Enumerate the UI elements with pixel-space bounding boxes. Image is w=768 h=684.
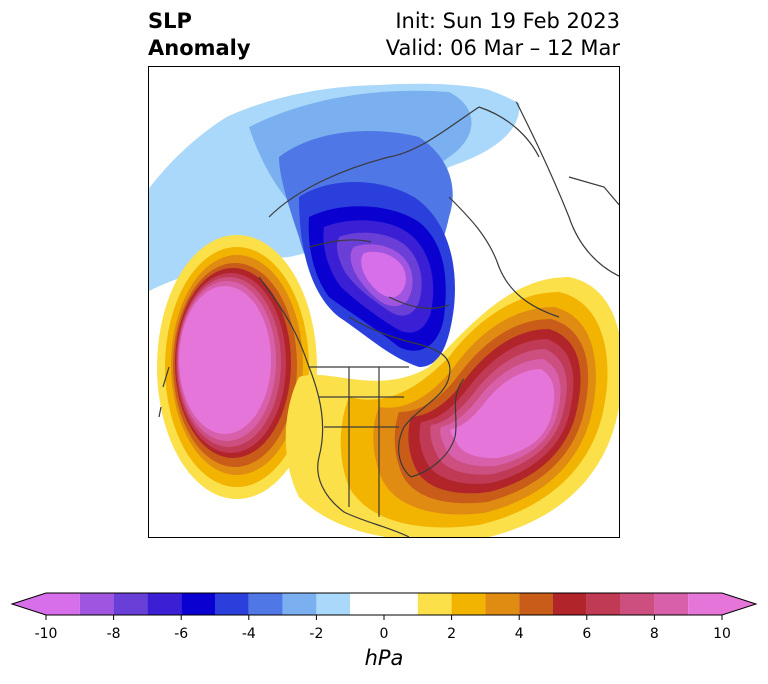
valid-range: Valid: 06 Mar – 12 Mar bbox=[385, 36, 620, 60]
colorbar-segment bbox=[519, 593, 553, 615]
colorbar-tick-label: -4 bbox=[241, 626, 256, 642]
colorbar-segment bbox=[46, 593, 80, 615]
north-pacific-high-anomaly bbox=[157, 235, 317, 499]
colorbar-segment bbox=[485, 593, 520, 615]
colorbar-segment bbox=[654, 593, 689, 615]
colorbar-tick-label: 4 bbox=[514, 626, 524, 642]
colorbar-segment bbox=[350, 593, 418, 615]
colorbar-tick-label: 6 bbox=[582, 626, 592, 642]
colorbar-segment bbox=[417, 593, 452, 615]
colorbar-segment bbox=[113, 593, 148, 615]
colorbar-segment bbox=[79, 593, 114, 615]
coastlines bbox=[158, 86, 619, 537]
colorbar-tick-label: -10 bbox=[34, 626, 58, 642]
colorbar-segment bbox=[620, 593, 655, 615]
map-title: SLP Anomaly bbox=[148, 8, 251, 62]
slp-anomaly-map bbox=[148, 66, 620, 538]
title-line-2: Anomaly bbox=[148, 36, 251, 60]
map-canvas bbox=[149, 71, 619, 537]
colorbar-tick-label: 8 bbox=[649, 626, 659, 642]
init-date: Init: Sun 19 Feb 2023 bbox=[395, 9, 620, 33]
colorbar-tick-label: 10 bbox=[713, 626, 731, 642]
colorbar-tick-label: -2 bbox=[309, 626, 324, 642]
colorbar-extend-high bbox=[722, 593, 756, 615]
colorbar-tick-label: 0 bbox=[379, 626, 389, 642]
colorbar-unit-label: hPa bbox=[364, 646, 404, 670]
colorbar-segment bbox=[215, 593, 249, 615]
title-line-1: SLP bbox=[148, 9, 192, 33]
colorbar-tick-label: -8 bbox=[106, 626, 121, 642]
colorbar bbox=[0, 585, 768, 684]
colorbar-segment bbox=[181, 593, 215, 615]
colorbar-segment bbox=[688, 593, 722, 615]
colorbar-tick-label: -6 bbox=[174, 626, 189, 642]
colorbar-extend-low bbox=[12, 593, 46, 615]
colorbar-segment bbox=[147, 593, 182, 615]
north-atlantic-high-anomaly bbox=[285, 277, 619, 537]
colorbar-tick-label: 2 bbox=[447, 626, 457, 642]
colorbar-graphic bbox=[10, 592, 758, 620]
colorbar-segment bbox=[282, 593, 317, 615]
date-info: Init: Sun 19 Feb 2023 Valid: 06 Mar – 12… bbox=[386, 8, 620, 62]
colorbar-segment bbox=[451, 593, 486, 615]
colorbar-segment bbox=[553, 593, 587, 615]
colorbar-segment bbox=[248, 593, 283, 615]
colorbar-segment bbox=[586, 593, 621, 615]
colorbar-segment bbox=[316, 593, 351, 615]
